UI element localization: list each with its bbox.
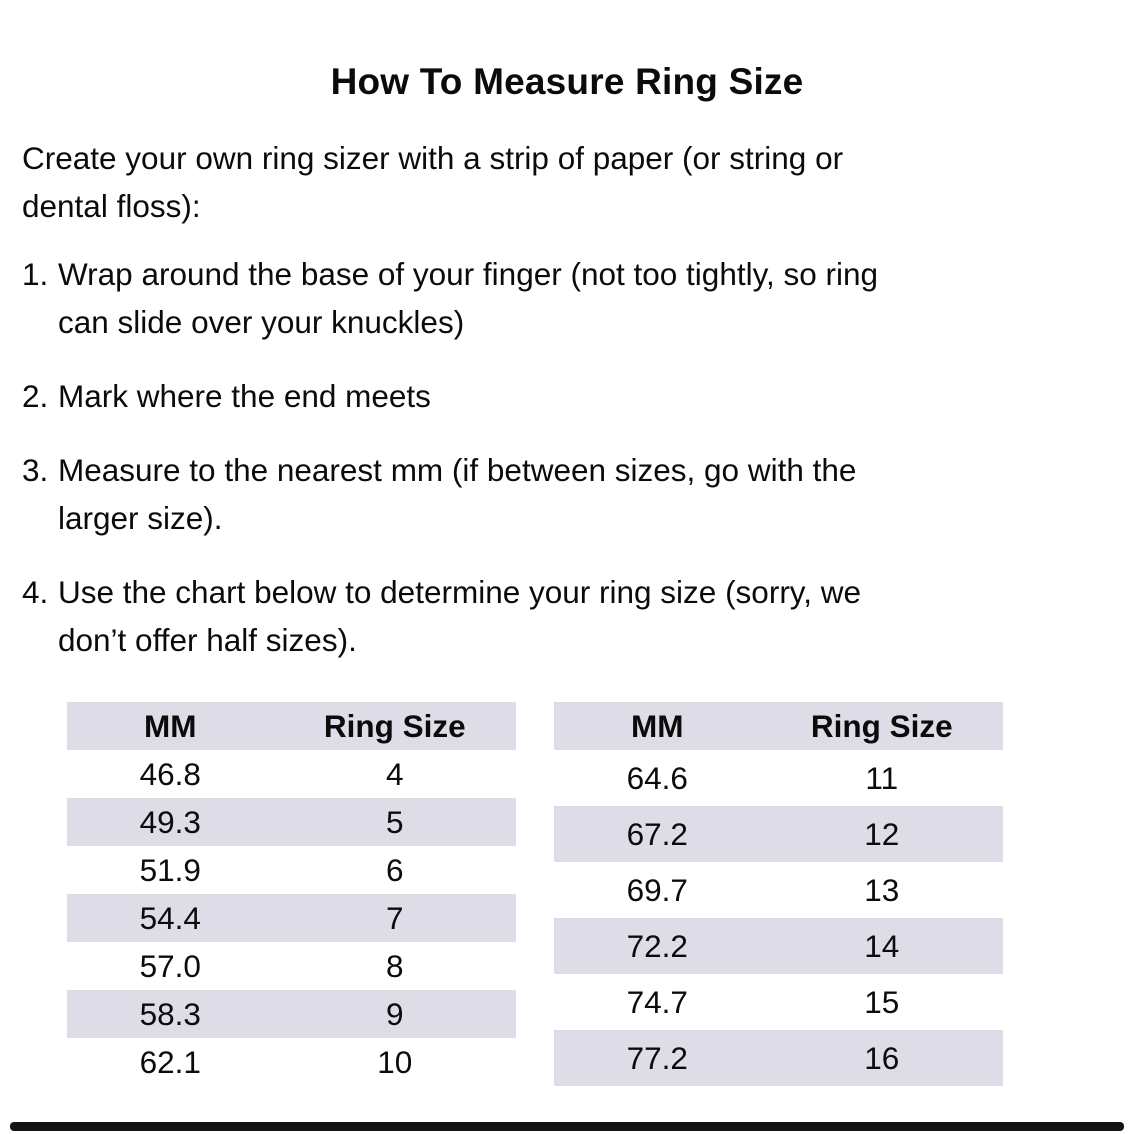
ring-size-value: 5 — [386, 804, 404, 840]
instruction-step-2: 2. Mark where the end meets — [22, 372, 1112, 420]
ring-size-value: 12 — [864, 816, 900, 852]
size-table-left: MM Ring Size 46.8 4 49.3 5 51.9 6 54.4 7 57.0 8 58.3… — [67, 702, 516, 1086]
ring-size-value: 16 — [864, 1040, 900, 1076]
table-row: 58.3 9 — [67, 990, 516, 1038]
step-text: Wrap around the base of your finger (not… — [58, 256, 879, 340]
mm-value: 77.2 — [626, 1040, 688, 1076]
mm-value: 58.3 — [139, 996, 201, 1032]
table-row: 57.0 8 — [67, 942, 516, 990]
mm-value: 69.7 — [626, 872, 688, 908]
mm-column-header: MM — [144, 708, 197, 744]
mm-value: 64.6 — [626, 760, 688, 796]
step-number: 2. — [22, 378, 49, 414]
instructions-list: 1. Wrap around the base of your finger (… — [22, 250, 1112, 664]
ring-size-value: 10 — [377, 1044, 413, 1080]
mm-value: 74.7 — [626, 984, 688, 1020]
mm-value: 46.8 — [139, 756, 201, 792]
mm-value: 72.2 — [626, 928, 688, 964]
mm-value: 51.9 — [139, 852, 201, 888]
step-number: 3. — [22, 452, 49, 488]
table-row: 64.6 11 — [554, 750, 1003, 806]
step-text: Measure to the nearest mm (if between si… — [58, 452, 857, 536]
page-title: How To Measure Ring Size — [330, 61, 804, 102]
table-row: 72.2 14 — [554, 918, 1003, 974]
size-chart: MM Ring Size 46.8 4 49.3 5 51.9 6 54.4 7 57.0 8 58.3… — [67, 702, 1112, 1086]
table-row: 62.1 10 — [67, 1038, 516, 1086]
ring-size-value: 9 — [386, 996, 404, 1032]
intro-text: Create your own ring sizer with a strip … — [22, 140, 844, 224]
table-row: 69.7 13 — [554, 862, 1003, 918]
ring-size-value: 13 — [864, 872, 900, 908]
ring-size-column-header: Ring Size — [323, 708, 466, 744]
ring-size-guide: How To Measure Ring Size Create your own… — [22, 61, 1112, 1086]
ring-size-value: 8 — [386, 948, 404, 984]
header-row: MM Ring Size — [67, 702, 516, 750]
table-row: 54.4 7 — [67, 894, 516, 942]
step-number: 4. — [22, 574, 49, 610]
size-table-right: MM Ring Size 64.6 11 67.2 12 69.7 13 72.2 14 74.7 1… — [554, 702, 1003, 1086]
header-row: MM Ring Size — [554, 702, 1003, 750]
step-text: Use the chart below to determine your ri… — [58, 574, 861, 658]
ring-size-value: 11 — [865, 760, 899, 796]
mm-value: 54.4 — [139, 900, 201, 936]
mm-value: 67.2 — [626, 816, 688, 852]
table-row: 51.9 6 — [67, 846, 516, 894]
step-number: 1. — [22, 256, 49, 292]
table-row: 46.8 4 — [67, 750, 516, 798]
instruction-step-3: 3. Measure to the nearest mm (if between… — [22, 446, 1112, 542]
mm-value: 49.3 — [139, 804, 201, 840]
instruction-step-4: 4. Use the chart below to determine your… — [22, 568, 1112, 664]
mm-column-header: MM — [631, 708, 684, 744]
mm-value: 57.0 — [139, 948, 201, 984]
table-row: 67.2 12 — [554, 806, 1003, 862]
ring-size-value: 4 — [386, 756, 404, 792]
table-row: 74.7 15 — [554, 974, 1003, 1030]
ring-size-value: 14 — [864, 928, 900, 964]
bottom-scrollbar[interactable] — [10, 1122, 1124, 1131]
ring-size-value: 7 — [386, 900, 404, 936]
mm-value: 62.1 — [139, 1044, 201, 1080]
instruction-step-1: 1. Wrap around the base of your finger (… — [22, 250, 1112, 346]
table-row: 77.2 16 — [554, 1030, 1003, 1086]
ring-size-column-header: Ring Size — [810, 708, 953, 744]
table-row: 49.3 5 — [67, 798, 516, 846]
step-text: Mark where the end meets — [58, 378, 431, 414]
ring-size-value: 6 — [386, 852, 404, 888]
ring-size-value: 15 — [864, 984, 900, 1020]
